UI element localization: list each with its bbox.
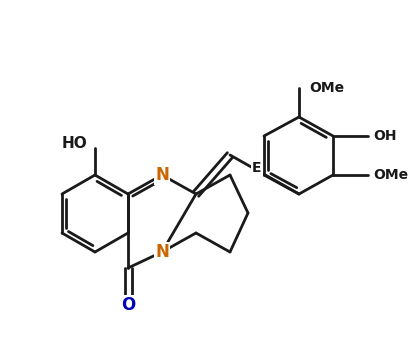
Text: O: O bbox=[121, 296, 135, 314]
Text: N: N bbox=[155, 243, 169, 261]
Text: E: E bbox=[252, 161, 261, 175]
Text: N: N bbox=[155, 166, 169, 184]
Text: OH: OH bbox=[373, 129, 396, 143]
Text: OMe: OMe bbox=[373, 168, 408, 182]
Text: OMe: OMe bbox=[309, 81, 344, 95]
Text: HO: HO bbox=[61, 135, 87, 150]
